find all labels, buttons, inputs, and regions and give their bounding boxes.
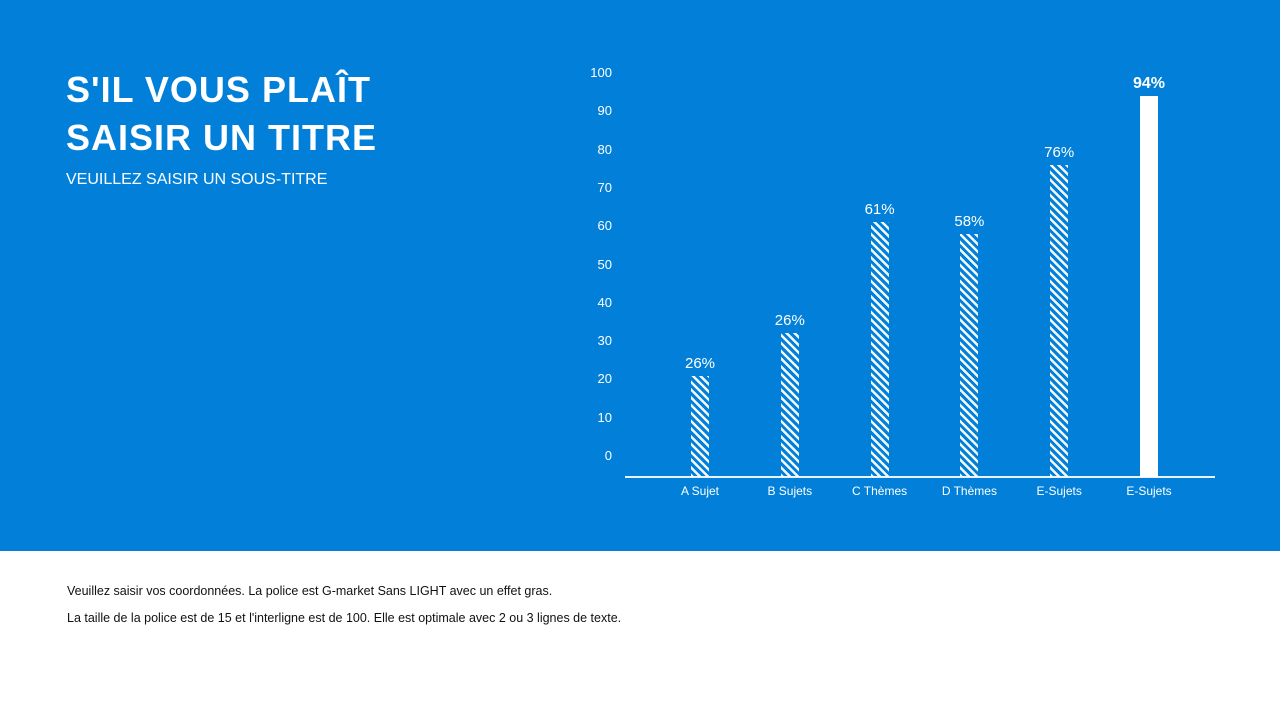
bar bbox=[780, 333, 799, 477]
y-tick-label: 80 bbox=[597, 141, 612, 157]
title-line-2: SAISIR UN TITRE bbox=[66, 117, 378, 158]
y-tick-label: 10 bbox=[597, 409, 612, 425]
footer-text-line-1: Veuillez saisir vos coordonnées. La poli… bbox=[67, 584, 553, 598]
bar-chart: 100 90 80 70 60 50 40 30 20 10 0 26% A Sujet 26% B Su… bbox=[590, 65, 1215, 498]
y-tick-label: 60 bbox=[597, 218, 612, 234]
title-line-1: S'IL VOUS PLAÎT bbox=[66, 69, 371, 110]
y-tick-label: 90 bbox=[597, 103, 612, 119]
bar-value-label: 94% bbox=[1132, 74, 1166, 92]
footer-text-line-2: La taille de la police est de 15 et l'in… bbox=[67, 611, 622, 625]
bar bbox=[960, 233, 979, 477]
x-category-label: A Sujet bbox=[680, 484, 720, 498]
y-tick-label: 0 bbox=[604, 448, 612, 463]
page-title: S'IL VOUS PLAÎT SAISIR UN TITRE bbox=[66, 66, 377, 162]
x-category-label: B Sujets bbox=[767, 484, 813, 498]
x-axis-line bbox=[625, 476, 1215, 478]
y-tick-label: 20 bbox=[597, 371, 612, 387]
page-subtitle: VEUILLEZ SAISIR UN SOUS-TITRE bbox=[66, 171, 328, 188]
bar bbox=[1140, 95, 1158, 477]
x-category-label: E-Sujets bbox=[1126, 484, 1172, 498]
y-tick-label: 30 bbox=[597, 333, 612, 349]
bar bbox=[1050, 164, 1069, 477]
y-tick-label: 70 bbox=[597, 179, 612, 195]
hero-section: S'IL VOUS PLAÎT SAISIR UN TITRE VEUILLEZ… bbox=[0, 0, 1280, 551]
y-tick-label: 50 bbox=[597, 256, 612, 272]
bar-value-label: 76% bbox=[1044, 143, 1075, 161]
bar-value-label: 61% bbox=[864, 201, 895, 219]
x-category-label: E-Sujets bbox=[1036, 484, 1082, 498]
bar-value-label: 26% bbox=[774, 312, 805, 330]
bar bbox=[691, 375, 709, 477]
x-category-label: C Thèmes bbox=[852, 484, 908, 498]
bar bbox=[870, 222, 889, 477]
y-tick-label: 40 bbox=[597, 294, 612, 310]
x-category-label: D Thèmes bbox=[941, 484, 997, 498]
y-tick-label: 100 bbox=[590, 65, 612, 80]
bar-value-label: 58% bbox=[954, 212, 985, 230]
bar-value-label: 26% bbox=[684, 354, 716, 372]
